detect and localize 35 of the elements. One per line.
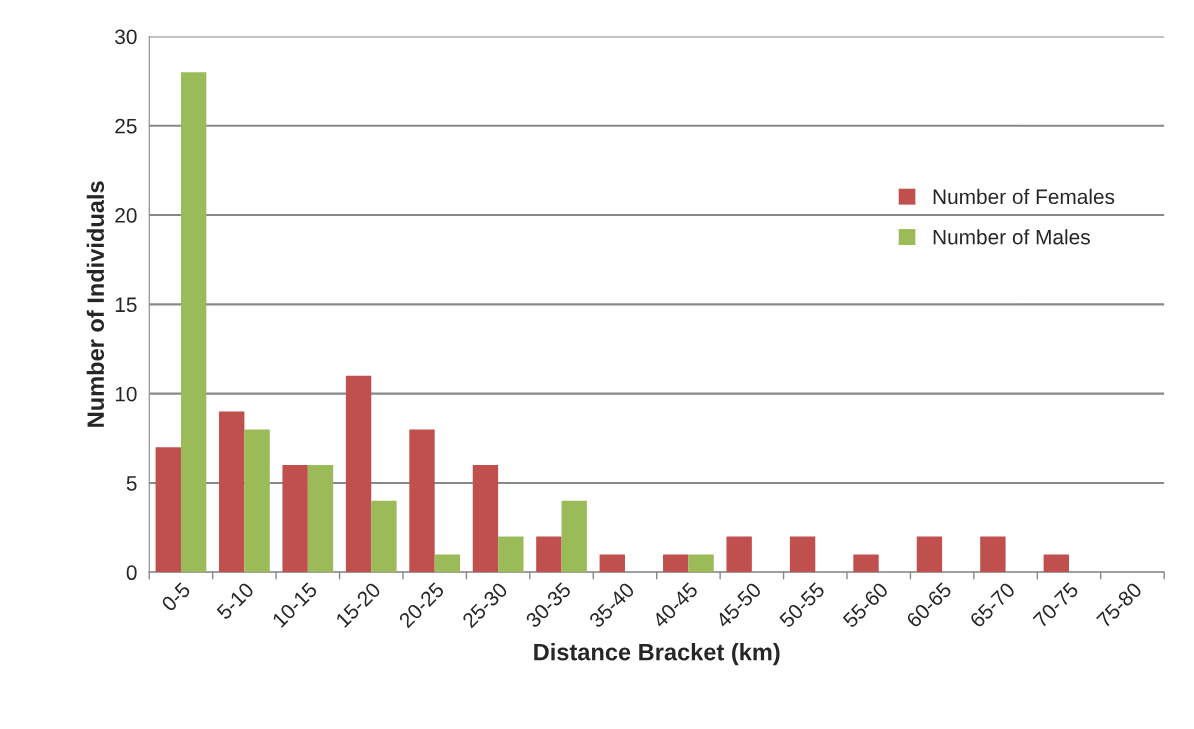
bar bbox=[180, 72, 207, 573]
bar bbox=[1043, 554, 1069, 573]
bar bbox=[916, 536, 943, 573]
legend-label: Number of Females bbox=[933, 188, 1115, 205]
y-tick-label: 0 bbox=[126, 565, 137, 581]
legend-label: Number of Males bbox=[933, 229, 1090, 245]
bar bbox=[599, 554, 625, 573]
y-tick-label: 20 bbox=[115, 208, 137, 223]
bar bbox=[434, 554, 461, 573]
bar bbox=[472, 465, 499, 573]
bar bbox=[853, 554, 879, 573]
y-tick-label: 10 bbox=[115, 386, 137, 402]
bar bbox=[282, 465, 308, 573]
y-axis-title: Number of Individuals bbox=[86, 181, 105, 427]
bar bbox=[307, 465, 334, 573]
y-tick-label: 25 bbox=[115, 118, 137, 134]
y-tick-label: 15 bbox=[115, 297, 137, 313]
bar bbox=[498, 536, 524, 573]
bar bbox=[345, 375, 372, 573]
bar bbox=[155, 447, 181, 573]
bar bbox=[980, 536, 1006, 573]
bar bbox=[561, 500, 587, 573]
bar bbox=[688, 554, 714, 573]
bar bbox=[219, 411, 245, 573]
x-axis-title: Distance Bracket (km) bbox=[534, 643, 780, 666]
bar bbox=[789, 536, 816, 573]
bar bbox=[536, 536, 562, 573]
bar bbox=[371, 500, 397, 573]
bar bbox=[726, 536, 752, 573]
bar bbox=[409, 429, 435, 573]
bar bbox=[244, 429, 270, 573]
bar bbox=[663, 554, 689, 573]
y-tick-label: 30 bbox=[115, 29, 137, 45]
x-tick-label: 0-5 bbox=[160, 581, 192, 613]
y-tick-label: 5 bbox=[126, 476, 137, 491]
